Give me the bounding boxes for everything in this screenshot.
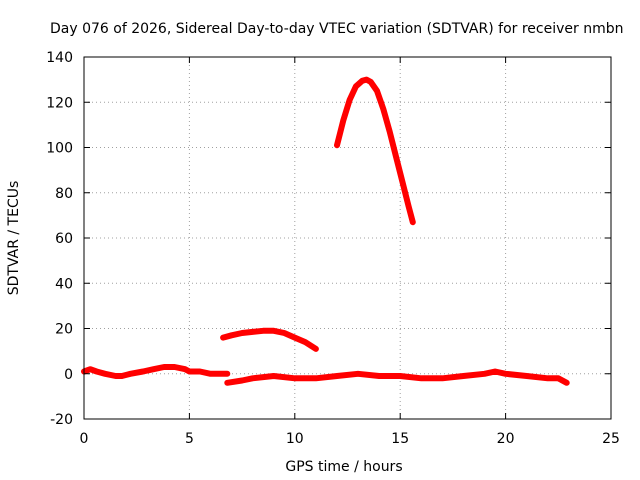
y-tick-label: 60	[55, 231, 73, 247]
chart-title: Day 076 of 2026, Sidereal Day-to-day VTE…	[50, 21, 624, 37]
series-arc-1	[220, 327, 319, 352]
series-baseline-late	[224, 368, 570, 386]
series-layer	[81, 76, 570, 386]
y-tick-label: 120	[46, 95, 73, 111]
y-tick-label: 100	[46, 141, 73, 157]
x-tick-label: 10	[286, 431, 304, 447]
y-tick-label: 40	[55, 276, 73, 292]
y-tick-label: 140	[46, 50, 73, 66]
series-arc-2	[334, 76, 416, 226]
y-tick-label: 0	[64, 367, 73, 383]
x-tick-label: 15	[391, 431, 409, 447]
x-tick-label: 25	[602, 431, 620, 447]
tick-marks: 0 5 10 15 20 25 -20 0 20 40 60 80 100 120 140	[46, 50, 620, 447]
x-tick-label: 20	[497, 431, 515, 447]
y-axis-label: SDTVAR / TECUs	[6, 181, 22, 296]
x-tick-label: 5	[185, 431, 194, 447]
series-baseline-early	[81, 364, 231, 379]
y-tick-label: -20	[50, 412, 73, 428]
y-tick-label: 80	[55, 186, 73, 202]
x-tick-label: 0	[80, 431, 89, 447]
x-axis-label: GPS time / hours	[285, 459, 402, 475]
grid	[84, 57, 611, 419]
y-tick-label: 20	[55, 322, 73, 338]
